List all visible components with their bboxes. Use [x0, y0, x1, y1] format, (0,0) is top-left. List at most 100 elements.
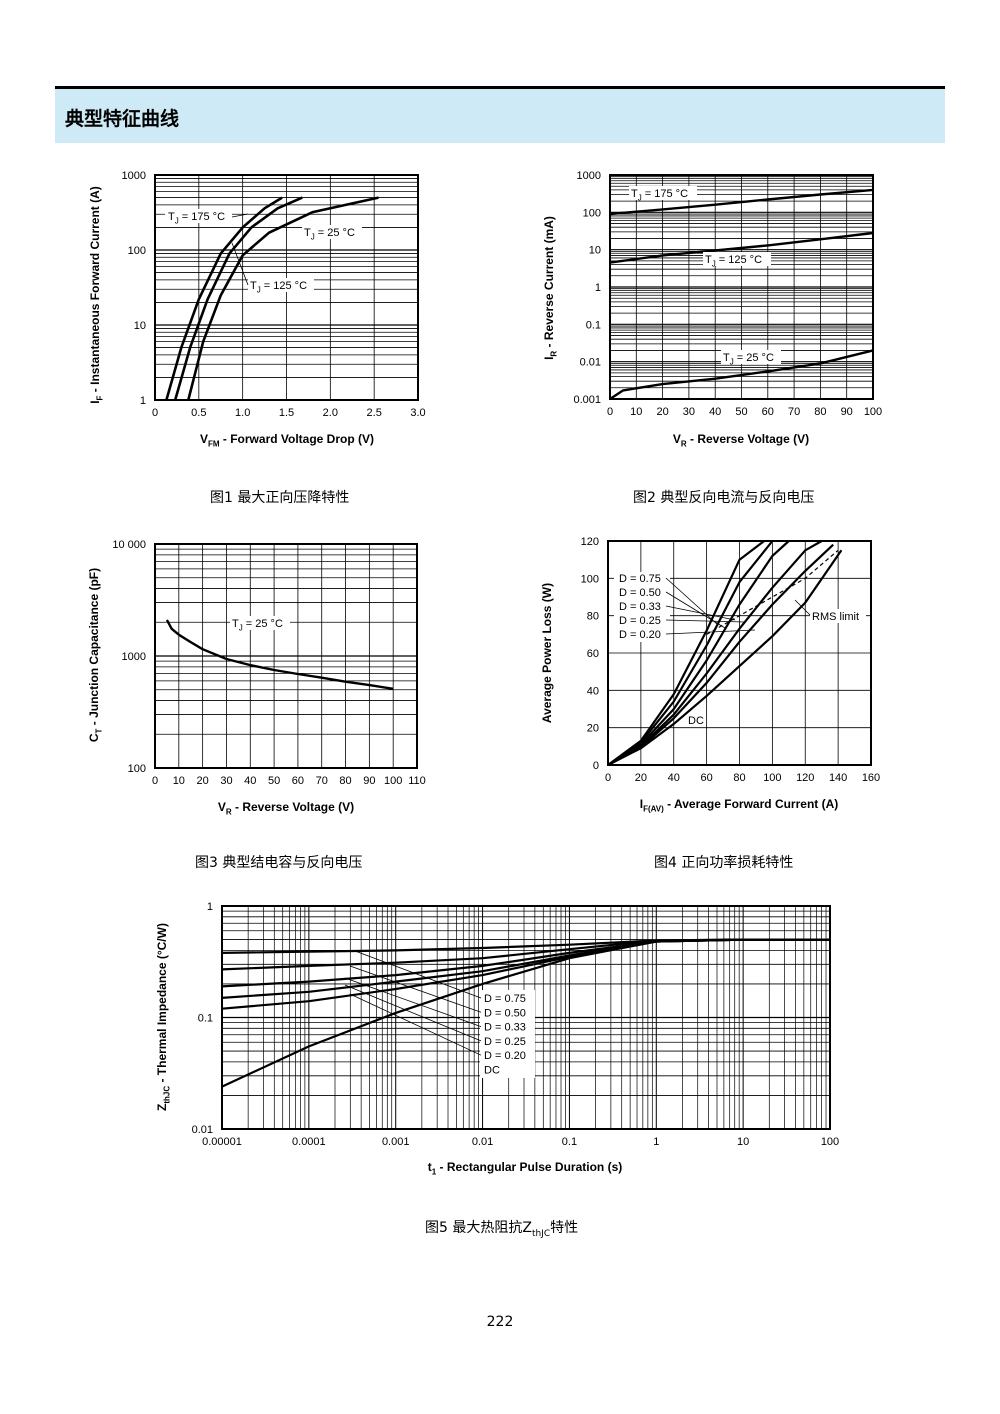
header-rule — [55, 86, 945, 89]
c2-annotation-175-rest: = 175 °C — [642, 188, 688, 200]
c2-xtick-label: 70 — [788, 406, 800, 418]
c2-annotation-125-main: T — [705, 254, 712, 266]
c5-legend-label: D = 0.33 — [484, 1022, 526, 1034]
c1-annotation-175: TJ = 175 °C — [168, 211, 225, 225]
c1-ytick-label: 1 — [140, 395, 146, 407]
c4-xlabel-main: I — [640, 797, 643, 811]
c4-xtick-label: 40 — [668, 772, 680, 784]
c2-ylabel-main: I — [542, 357, 556, 360]
c2-series-line-1 — [609, 231, 874, 264]
c4-xtick-label: 120 — [796, 772, 814, 784]
c2-xlabel: VR - Reverse Voltage (V) — [673, 432, 809, 449]
c5-frame — [221, 905, 831, 1130]
c1-ylabel: IF - Instantaneous Forward Current (A) — [88, 186, 105, 404]
c4-xtick-label: 0 — [605, 772, 611, 784]
c4-xlabel-rest: - Average Forward Current (A) — [664, 797, 838, 811]
c5-xlabel-rest: - Rectangular Pulse Duration (s) — [436, 1160, 622, 1174]
c2-xtick-label: 10 — [630, 406, 642, 418]
c5-ylabel-rest: - Thermal Impedance (°C/W) — [155, 923, 169, 1086]
c5-legend-label: D = 0.20 — [484, 1050, 526, 1062]
c2-ytick-label: 1000 — [577, 170, 601, 182]
c3-xlabel-sub: R — [226, 808, 232, 817]
c2-annotation-25: TJ = 25 °C — [723, 352, 774, 366]
figure3-caption: 图3 典型结电容与反向电压 — [195, 855, 363, 871]
c4-legend-label: D = 0.75 — [619, 573, 661, 585]
c1-annotation-25-rest: = 25 °C — [315, 227, 355, 239]
c3-series-line-0 — [165, 619, 394, 690]
c4-legend-label: D = 0.33 — [619, 601, 661, 613]
c3-frame — [154, 543, 418, 769]
c1-ytick-label: 1000 — [122, 170, 146, 182]
c1-annotation-125-sub: J — [257, 285, 261, 294]
page-number: 222 — [486, 1314, 514, 1330]
c1-xlabel-main: V — [200, 432, 208, 446]
c5-leader — [349, 965, 482, 1013]
c2-ylabel: IR - Reverse Current (mA) — [542, 216, 559, 360]
c1-leader — [231, 213, 249, 218]
figure1-caption: 图1 最大正向压降特性 — [210, 490, 350, 506]
c2-xtick-label: 100 — [864, 406, 882, 418]
c3-xtick-label: 80 — [339, 775, 351, 787]
c1-ylabel-rest: - Instantaneous Forward Current (A) — [88, 186, 102, 395]
c3-ylabel-sub: T — [95, 728, 104, 733]
figure5-caption-sub: thJC — [531, 1228, 551, 1239]
c5-xtick-label: 0.0001 — [292, 1136, 326, 1148]
c2-ytick-label: 0.01 — [580, 357, 601, 369]
c5-legend-label: D = 0.25 — [484, 1036, 526, 1048]
c1-xtick-label: 2.0 — [323, 407, 338, 419]
c4-series-line-0 — [607, 540, 765, 766]
c1-leader — [231, 242, 249, 286]
c4-xtick-label: 100 — [763, 772, 781, 784]
c2-ylabel-sub: R — [550, 351, 559, 357]
c4-xtick-label: 160 — [862, 772, 880, 784]
c1-ytick-label: 100 — [128, 245, 146, 257]
c5-ylabel-sub: thJC — [163, 1086, 172, 1104]
c1-xtick-label: 1.5 — [279, 407, 294, 419]
c2-annotation-25-sub: J — [730, 357, 734, 366]
c4-leader — [665, 591, 726, 629]
c3-ytick-label: 100 — [128, 763, 146, 775]
c3-annotation-25-rest: = 25 °C — [243, 618, 283, 630]
c5-xlabel: t1 - Rectangular Pulse Duration (s) — [428, 1160, 622, 1177]
c2-xlabel-rest: - Reverse Voltage (V) — [687, 432, 809, 446]
figure4-caption: 图4 正向功率损耗特性 — [654, 855, 794, 871]
c1-annotation-25-main: T — [304, 227, 311, 239]
c2-ytick-label: 0.1 — [586, 319, 601, 331]
c5-ytick-label: 0.01 — [192, 1124, 213, 1136]
c1-xlabel: VFM - Forward Voltage Drop (V) — [200, 432, 374, 449]
c4-xtick-label: 140 — [829, 772, 847, 784]
c2-ylabel-rest: - Reverse Current (mA) — [542, 216, 556, 351]
c4-xlabel: IF(AV) - Average Forward Current (A) — [640, 797, 839, 814]
c4-dc-label: DC — [688, 715, 704, 727]
c2-series-line-2 — [609, 349, 874, 401]
c2-xtick-label: 40 — [709, 406, 721, 418]
c4-xtick-label: 60 — [701, 772, 713, 784]
c5-xtick-label: 0.01 — [472, 1136, 493, 1148]
c4-legend-label: D = 0.25 — [619, 615, 661, 627]
c4-legend-label: D = 0.50 — [619, 587, 661, 599]
c2-xtick-label: 80 — [814, 406, 826, 418]
c1-xtick-label: 0.5 — [191, 407, 206, 419]
figure5-caption: 图5 最大热阻抗ZthJC特性 — [425, 1217, 578, 1239]
c3-xtick-label: 0 — [152, 775, 158, 787]
c3-xtick-label: 60 — [292, 775, 304, 787]
c3-xtick-label: 20 — [197, 775, 209, 787]
c4-ytick-label: 20 — [587, 723, 599, 735]
c3-xtick-label: 70 — [316, 775, 328, 787]
c2-xtick-label: 30 — [683, 406, 695, 418]
c4-ytick-label: 0 — [593, 760, 599, 772]
c4-rms-bg — [810, 609, 866, 623]
c3-label-bg — [230, 616, 290, 630]
c1-ylabel-main: I — [88, 400, 102, 403]
c5-leader — [344, 977, 482, 1027]
c1-series-line-2 — [187, 196, 379, 401]
c3-ylabel: CT - Junction Capacitance (pF) — [87, 568, 104, 742]
c1-xtick-label: 1.0 — [235, 407, 250, 419]
c5-ylabel: ZthJC - Thermal Impedance (°C/W) — [155, 923, 172, 1111]
c3-ylabel-main: C — [87, 733, 101, 742]
c1-xlabel-sub: FM — [208, 440, 220, 449]
c2-xlabel-main: V — [673, 432, 681, 446]
c4-ytick-label: 120 — [581, 536, 599, 548]
c5-xtick-label: 100 — [821, 1136, 839, 1148]
